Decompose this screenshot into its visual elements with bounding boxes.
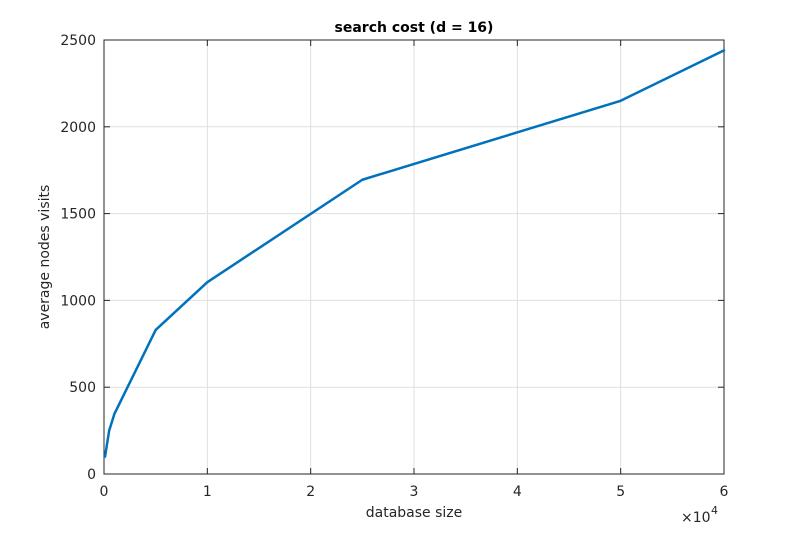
tick-labels: 0 1 2 3 4 5 6 0 500 1000 1500 2000 2500 [60,33,728,500]
y-axis-label: average nodes visits [37,185,53,330]
axis-ticks [103,39,725,475]
x-tick-label: 0 [100,484,109,500]
y-tick-label: 2500 [60,33,96,49]
x-tick-label: 6 [720,484,729,500]
x-tick-label: 3 [410,484,419,500]
series-line [103,49,726,458]
grid-lines [104,40,724,474]
x-exponent-label: ×10 4 [681,504,718,526]
x-tick-label: 4 [513,484,522,500]
x-tick-label: 2 [306,484,315,500]
chart-title: search cost (d = 16) [335,20,494,36]
x-axis-label: database size [366,505,463,521]
y-tick-label: 1500 [60,207,96,223]
y-tick-label: 0 [87,467,96,483]
x-tick-label: 1 [203,484,212,500]
y-tick-label: 500 [69,380,96,396]
y-tick-label: 2000 [60,120,96,136]
y-tick-label: 1000 [60,293,96,309]
x-tick-label: 5 [616,484,625,500]
x-exponent-base: ×10 [681,510,711,526]
x-exponent-power: 4 [711,504,718,517]
series-layer [103,49,726,458]
